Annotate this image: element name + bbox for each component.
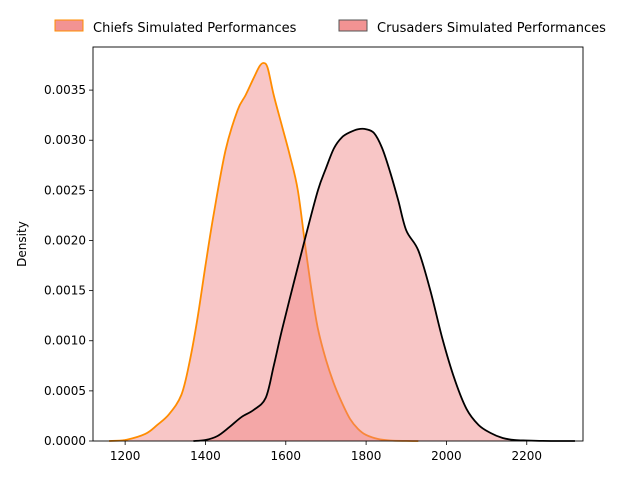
density-line-crusaders	[193, 127, 575, 442]
y-tick-label: 0.0020	[44, 233, 86, 247]
density-area-chiefs	[109, 62, 419, 442]
y-tick-label: 0.0025	[44, 183, 86, 197]
x-tick-label: 1200	[110, 449, 141, 463]
y-tick-label: 0.0000	[44, 434, 86, 448]
legend-label-chiefs: Chiefs Simulated Performances	[93, 21, 297, 36]
y-tick-label: 0.0035	[44, 83, 86, 97]
legend: Chiefs Simulated Performances Crusaders …	[54, 19, 606, 36]
x-tick-label: 1800	[351, 449, 382, 463]
y-tick-label: 0.0005	[44, 384, 86, 398]
x-tick-label: 1600	[271, 449, 302, 463]
density-area-crusaders	[193, 128, 575, 441]
legend-label-crusaders: Crusaders Simulated Performances	[377, 21, 606, 36]
y-tick-label: 0.0010	[44, 334, 86, 348]
plot-frame	[92, 46, 584, 442]
series-layer	[109, 62, 575, 442]
x-tick-label: 1400	[190, 449, 221, 463]
legend-swatch-chiefs	[54, 19, 84, 32]
x-tick-label: 2000	[431, 449, 462, 463]
y-axis-label: Density	[15, 221, 29, 267]
density-line-chiefs	[109, 62, 419, 442]
x-axis: 1200 1400 1600 1800 2000 2200	[110, 441, 542, 463]
legend-swatch-crusaders	[338, 19, 368, 32]
y-tick-label: 0.0030	[44, 133, 86, 147]
y-axis: 0.0000 0.0005 0.0010 0.0015 0.0020 0.0025 0.00…	[44, 83, 93, 448]
x-tick-label: 2200	[511, 449, 542, 463]
y-tick-label: 0.0015	[44, 284, 86, 298]
